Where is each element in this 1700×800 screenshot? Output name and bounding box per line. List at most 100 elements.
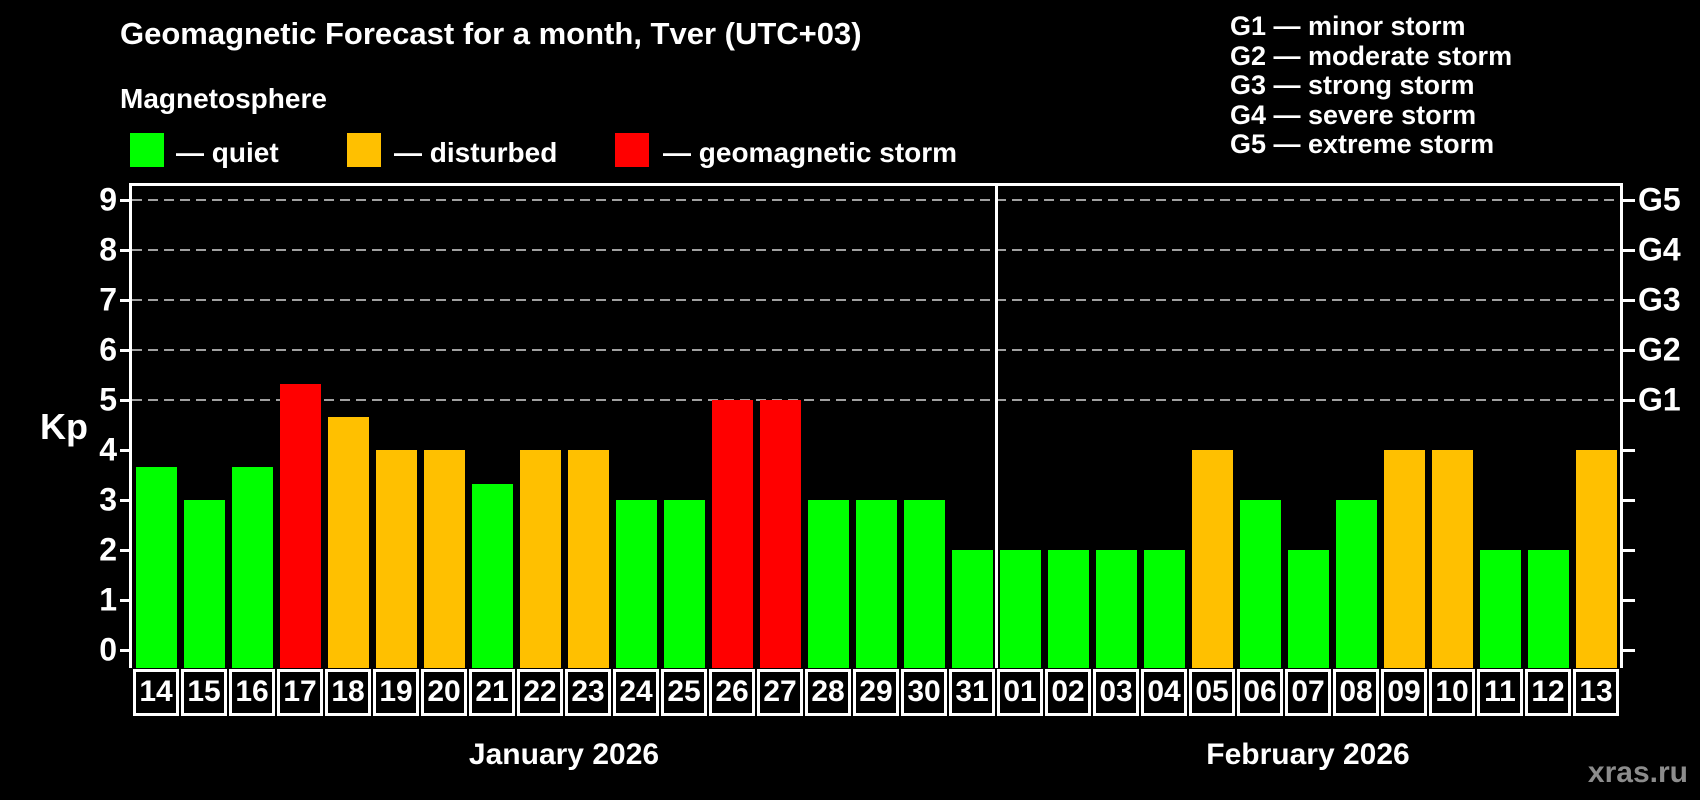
gridline-kp9 (132, 199, 1620, 201)
chart-subtitle: Magnetosphere (120, 83, 327, 114)
day-label-27: 27 (757, 669, 803, 716)
left-axis-tick (120, 598, 132, 602)
day-label-28: 28 (805, 669, 851, 716)
plot-top-frame (129, 183, 1623, 186)
g5-legend-line: G5 — extreme storm (1230, 129, 1495, 160)
day-label-15: 15 (181, 669, 227, 716)
kp-bar-day-08 (1336, 500, 1377, 668)
g-scale-label-g2: G2 (1638, 331, 1681, 368)
kp-bar-day-15 (184, 500, 225, 668)
g-scale-label-g3: G3 (1638, 281, 1681, 318)
right-axis-tick (1623, 548, 1635, 552)
g-scale-label-g4: G4 (1638, 231, 1681, 268)
day-label-22: 22 (517, 669, 563, 716)
day-label-29: 29 (853, 669, 899, 716)
day-label-16: 16 (229, 669, 275, 716)
kp-bar-day-28 (808, 500, 849, 668)
right-axis-tick (1623, 648, 1635, 652)
g-scale-label-g5: G5 (1638, 181, 1681, 218)
kp-bar-day-10 (1432, 450, 1473, 668)
left-axis-tick (120, 498, 132, 502)
kp-bar-day-05 (1192, 450, 1233, 668)
kp-bar-day-18 (328, 416, 369, 668)
kp-bar-day-19 (376, 450, 417, 668)
day-label-11: 11 (1477, 669, 1523, 716)
y-axis-tick-label: 5 (99, 381, 117, 418)
y-axis-tick-label: 4 (99, 431, 117, 468)
kp-bar-day-30 (904, 500, 945, 668)
right-axis-tick (1623, 348, 1635, 352)
g-scale-label-g1: G1 (1638, 381, 1681, 418)
chart-title: Geomagnetic Forecast for a month, Tver (… (120, 16, 862, 51)
kp-bar-day-17 (280, 383, 321, 668)
g-scale-legend: G1 — minor storm G2 — moderate storm G3 … (1230, 11, 1513, 160)
left-axis-tick (120, 448, 132, 452)
kp-bar-day-31 (952, 550, 993, 668)
day-label-31: 31 (949, 669, 995, 716)
day-label-12: 12 (1525, 669, 1571, 716)
storm-color-swatch (615, 133, 649, 167)
right-axis-tick (1623, 398, 1635, 402)
kp-bar-day-13 (1576, 450, 1617, 668)
disturbed-legend-label: — disturbed (394, 137, 558, 168)
right-axis-tick (1623, 198, 1635, 202)
day-label-04: 04 (1141, 669, 1187, 716)
kp-bar-day-16 (232, 466, 273, 668)
month-separator (994, 183, 998, 668)
left-axis-tick (120, 298, 132, 302)
left-axis-tick (120, 248, 132, 252)
y-axis-tick-label: 7 (99, 281, 117, 318)
day-label-06: 06 (1237, 669, 1283, 716)
kp-bar-day-24 (616, 500, 657, 668)
kp-bar-day-29 (856, 500, 897, 668)
month-label-january: January 2026 (468, 738, 660, 771)
disturbed-color-swatch (347, 133, 381, 167)
month-label-february: February 2026 (1206, 738, 1410, 771)
left-axis-tick (120, 548, 132, 552)
watermark: xras.ru (1587, 756, 1688, 789)
day-label-02: 02 (1045, 669, 1091, 716)
day-label-13: 13 (1573, 669, 1619, 716)
day-label-30: 30 (901, 669, 947, 716)
quiet-legend-label: — quiet (176, 137, 279, 168)
quiet-color-swatch (130, 133, 164, 167)
kp-bar-day-04 (1144, 550, 1185, 668)
gridline-kp6 (132, 349, 1620, 351)
day-label-08: 08 (1333, 669, 1379, 716)
gridline-kp7 (132, 299, 1620, 301)
day-label-24: 24 (613, 669, 659, 716)
y-axis-tick-label: 6 (99, 331, 117, 368)
kp-bar-day-20 (424, 450, 465, 668)
kp-bar-day-02 (1048, 550, 1089, 668)
kp-bar-day-27 (760, 400, 801, 668)
day-label-03: 03 (1093, 669, 1139, 716)
right-axis-tick (1623, 298, 1635, 302)
day-label-10: 10 (1429, 669, 1475, 716)
y-axis-tick-label: 9 (99, 181, 117, 218)
day-label-19: 19 (373, 669, 419, 716)
left-axis-tick (120, 348, 132, 352)
kp-bar-day-25 (664, 500, 705, 668)
y-axis-tick-label: 3 (99, 481, 117, 518)
g2-legend-line: G2 — moderate storm (1230, 40, 1513, 71)
right-axis-tick (1623, 498, 1635, 502)
y-axis-tick-label: 8 (99, 231, 117, 268)
day-label-07: 07 (1285, 669, 1331, 716)
kp-bar-day-01 (1000, 550, 1041, 668)
y-axis-title: Kp (40, 406, 88, 447)
day-label-25: 25 (661, 669, 707, 716)
day-label-26: 26 (709, 669, 755, 716)
right-axis-tick (1623, 598, 1635, 602)
kp-bar-day-26 (712, 400, 753, 668)
y-axis-tick-label: 1 (99, 581, 117, 618)
gridline-kp8 (132, 249, 1620, 251)
plot-left-frame (129, 183, 132, 668)
kp-bar-day-12 (1528, 550, 1569, 668)
day-label-21: 21 (469, 669, 515, 716)
g1-legend-line: G1 — minor storm (1230, 11, 1466, 41)
day-label-17: 17 (277, 669, 323, 716)
day-label-05: 05 (1189, 669, 1235, 716)
kp-bar-day-23 (568, 450, 609, 668)
y-axis-tick-label: 0 (99, 631, 117, 668)
